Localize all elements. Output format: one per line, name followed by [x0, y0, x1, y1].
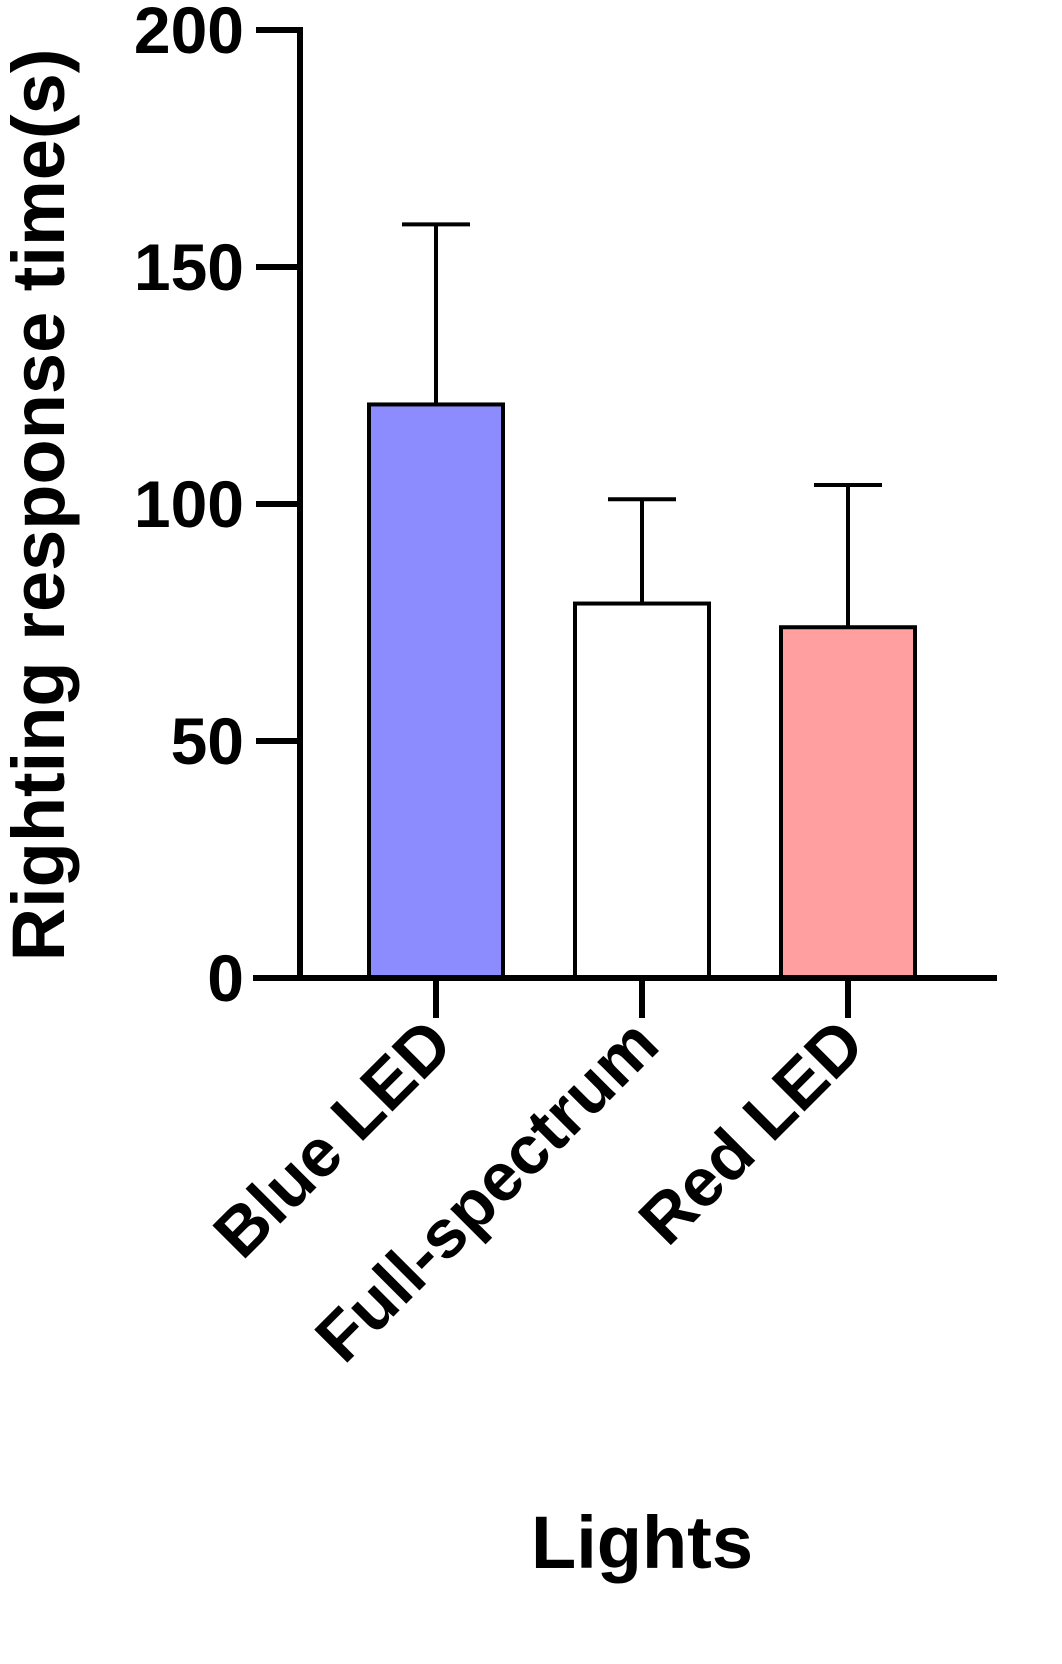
x-axis-title: Lights — [531, 1501, 753, 1584]
bar-red-led — [779, 625, 917, 980]
y-tick-label: 150 — [134, 230, 244, 304]
y-tick-label: 100 — [134, 467, 244, 541]
bar-blue-led — [367, 402, 505, 980]
x-tick-label: Red LED — [625, 1005, 879, 1259]
y-axis-title: Righting response time(s) — [0, 49, 80, 962]
bars — [367, 222, 917, 980]
y-tick-label: 50 — [171, 704, 244, 778]
bar-full-spectrum — [573, 601, 711, 980]
y-axis: 0 50 100 150 200 — [134, 0, 303, 1015]
y-tick-label: 0 — [207, 941, 244, 1015]
y-tick-label: 200 — [134, 0, 244, 67]
